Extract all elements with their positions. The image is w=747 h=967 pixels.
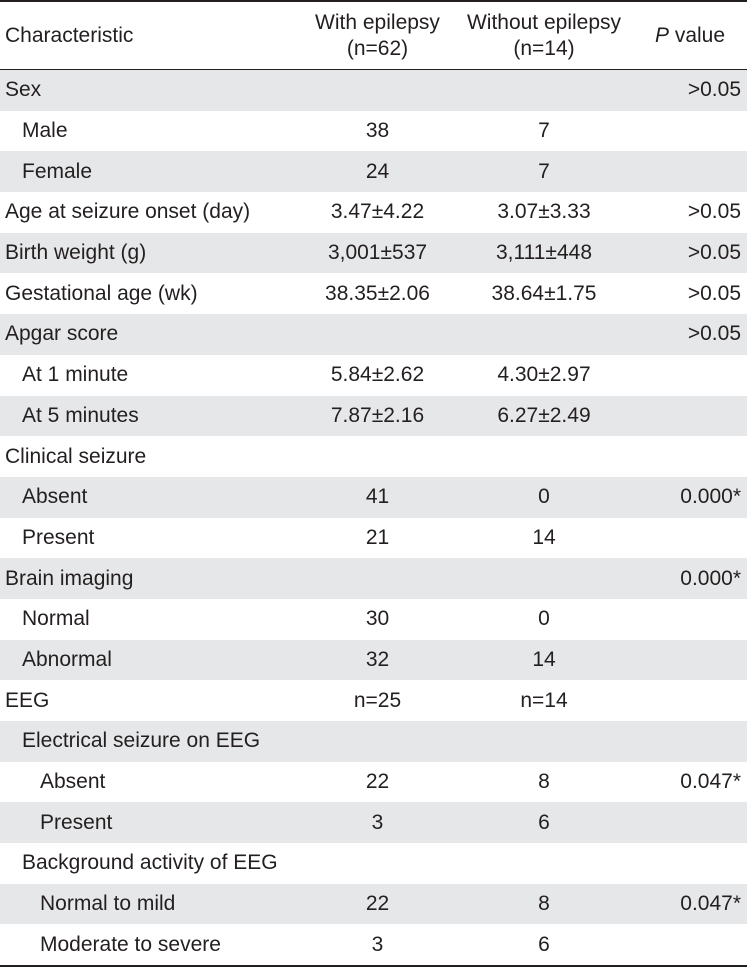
cell-characteristic: Sex	[5, 78, 42, 102]
cell-with-epilepsy: 3	[371, 810, 384, 834]
table-row: Female 24 7	[0, 151, 747, 193]
table-row: Gestational age (wk) 38.35±2.06 38.64±1.75…	[0, 273, 747, 314]
cell-characteristic: Gestational age (wk)	[5, 281, 198, 305]
cell-p-value: 0.047*	[680, 892, 741, 916]
cell-with-epilepsy: 32	[365, 647, 390, 671]
table-row: Male 38 7	[0, 111, 747, 152]
cell-without-epilepsy: 7	[538, 159, 550, 183]
header-without-epilepsy-n: (n=14)	[513, 36, 575, 60]
table-row: At 1 minute 5.84±2.62 4.30±2.97	[0, 355, 747, 396]
table-row: Absent 41 0 0.000*	[0, 476, 747, 518]
table-header: Characteristic With epilepsy (n=62) With…	[0, 2, 747, 70]
cell-p-value: >0.05	[687, 281, 741, 305]
cell-characteristic: Present	[22, 525, 95, 549]
cell-characteristic: Moderate to severe	[40, 932, 221, 956]
cell-characteristic: Brain imaging	[5, 566, 134, 590]
cell-without-epilepsy: 4.30±2.97	[497, 363, 591, 387]
cell-characteristic: Absent	[22, 485, 88, 509]
cell-characteristic: Male	[22, 119, 68, 143]
cell-characteristic: Apgar score	[5, 322, 119, 346]
table-row: Birth weight (g) 3,001±537 3,111±448 >0.05	[0, 232, 747, 274]
cell-without-epilepsy: 6.27±2.49	[497, 403, 591, 427]
header-with-epilepsy-n: (n=62)	[346, 36, 409, 60]
table-row: Electrical seizure on EEG	[0, 721, 747, 762]
cell-without-epilepsy: 38.64±1.75	[491, 281, 597, 305]
cell-with-epilepsy: 38	[365, 119, 390, 143]
table-row: Brain imaging 0.000*	[0, 558, 747, 599]
cell-p-value: >0.05	[687, 322, 741, 346]
cell-without-epilepsy: 0	[538, 607, 550, 631]
cell-p-value: 0.000*	[680, 566, 741, 590]
cell-with-epilepsy: 22	[365, 892, 390, 916]
cell-with-epilepsy: 5.84±2.62	[330, 363, 425, 387]
cell-with-epilepsy: 21	[365, 525, 390, 549]
header-with-epilepsy: With epilepsy (n=62)	[300, 10, 455, 62]
cell-with-epilepsy: 3.47±4.22	[330, 200, 425, 224]
cell-characteristic: Age at seizure onset (day)	[5, 200, 251, 224]
cell-characteristic: Clinical seizure	[5, 444, 147, 468]
cell-with-epilepsy: 41	[365, 485, 390, 509]
cell-characteristic: Background activity of EEG	[22, 851, 278, 875]
cell-p-value: >0.05	[687, 78, 741, 102]
table-row: Age at seizure onset (day) 3.47±4.22 3.07±…	[0, 192, 747, 233]
table-row: Normal 30 0	[0, 599, 747, 640]
table-row: At 5 minutes 7.87±2.16 6.27±2.49	[0, 395, 747, 437]
header-p-letter: P	[654, 23, 669, 47]
cell-p-value: >0.05	[687, 200, 741, 224]
cell-characteristic: Normal to mild	[40, 892, 176, 916]
cell-without-epilepsy: 0	[538, 485, 550, 509]
header-p-value: P value	[633, 24, 747, 48]
table-row: Present 21 14	[0, 518, 747, 559]
cell-without-epilepsy: 6	[538, 810, 550, 834]
header-with-epilepsy-title: With epilepsy	[315, 10, 440, 34]
cell-p-value: 0.000*	[680, 485, 741, 509]
cell-without-epilepsy: n=14	[520, 688, 568, 712]
cell-characteristic: EEG	[5, 688, 50, 712]
cell-without-epilepsy: 6	[538, 932, 550, 956]
cell-characteristic: At 5 minutes	[22, 403, 139, 427]
cell-without-epilepsy: 7	[538, 119, 550, 143]
table-row: Background activity of EEG	[0, 843, 747, 884]
cell-characteristic: At 1 minute	[22, 363, 129, 387]
table-body: Sex >0.05 Male 38 7 Female 24 7 Age at seizure o…	[0, 70, 747, 965]
cell-with-epilepsy: 24	[365, 159, 390, 183]
table-top-rule	[0, 0, 747, 2]
header-without-epilepsy-title: Without epilepsy	[466, 10, 622, 34]
cell-characteristic: Abnormal	[22, 647, 112, 671]
header-without-epilepsy: Without epilepsy (n=14)	[455, 10, 633, 62]
cell-with-epilepsy: 30	[365, 607, 390, 631]
table-row: Absent 22 8 0.047*	[0, 762, 747, 803]
table-row: Present 3 6	[0, 802, 747, 844]
cell-with-epilepsy: 22	[365, 770, 390, 794]
cell-with-epilepsy: 3	[371, 932, 384, 956]
cell-characteristic: Present	[40, 810, 113, 834]
cell-with-epilepsy: n=25	[353, 688, 402, 712]
cell-characteristic: Birth weight (g)	[5, 241, 147, 265]
cell-without-epilepsy: 3,111±448	[496, 241, 592, 265]
table-row: EEG n=25 n=14	[0, 680, 747, 721]
cell-with-epilepsy: 3,001±537	[327, 241, 428, 265]
table-row: Sex >0.05	[0, 70, 747, 111]
table-row: Moderate to severe 3 6	[0, 924, 747, 965]
cell-without-epilepsy: 14	[532, 647, 556, 671]
cell-characteristic: Absent	[40, 770, 106, 794]
cell-characteristic: Normal	[22, 607, 90, 631]
cell-without-epilepsy: 8	[538, 892, 550, 916]
cell-with-epilepsy: 38.35±2.06	[325, 281, 430, 305]
header-p-suffix: value	[668, 23, 726, 47]
cell-with-epilepsy: 7.87±2.16	[330, 403, 425, 427]
table-row: Clinical seizure	[0, 436, 747, 477]
cell-p-value: >0.05	[687, 241, 741, 265]
cell-p-value: 0.047*	[680, 770, 741, 794]
cell-without-epilepsy: 3.07±3.33	[497, 200, 591, 224]
cell-characteristic: Female	[22, 159, 93, 183]
cell-without-epilepsy: 14	[532, 525, 556, 549]
table-row: Abnormal 32 14	[0, 639, 747, 681]
table-row: Apgar score >0.05	[0, 314, 747, 355]
cell-characteristic: Electrical seizure on EEG	[22, 729, 261, 753]
header-characteristic: Characteristic	[5, 23, 134, 47]
cell-without-epilepsy: 8	[538, 770, 550, 794]
table-row: Normal to mild 22 8 0.047*	[0, 883, 747, 925]
